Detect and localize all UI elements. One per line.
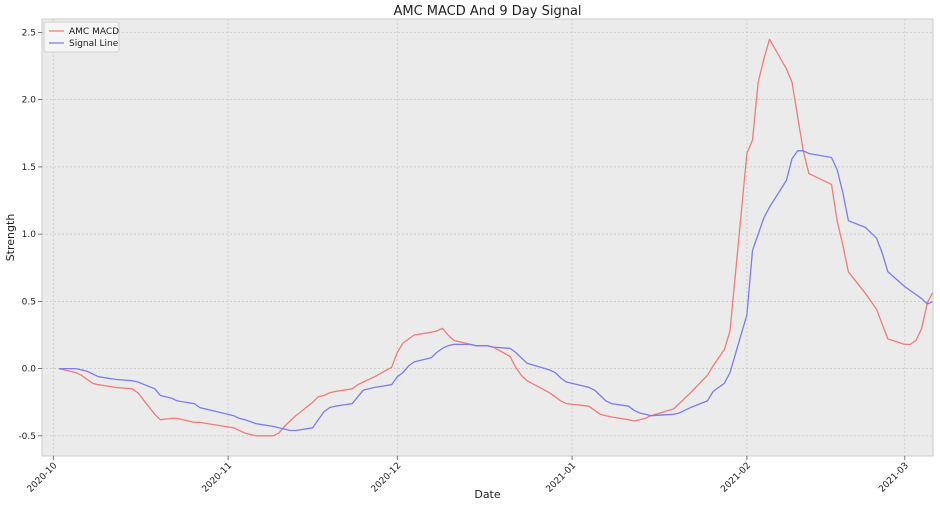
x-tick-label: 2020-11 [201,461,235,495]
series-line-amc-macd [58,38,934,437]
x-tick-label: 2021-02 [719,461,753,495]
y-tick-label: -0.5 [18,432,36,442]
x-axis-ticks: 2020-10 2020-11 2020-12 2021-01 2021-02 2021-… [26,456,911,495]
x-tick-label: 2021-01 [545,461,579,495]
y-tick-label: 0.5 [22,297,36,307]
plot-frame [41,18,934,457]
x-tick-label: 2020-12 [370,461,404,495]
legend-box [43,21,120,53]
y-tick-label: 1.0 [22,230,37,240]
y-tick-label: 1.5 [22,163,36,173]
series-line-signal-line [58,150,934,432]
chart-title: AMC MACD And 9 Day Signal [393,4,581,19]
legend-label-amc-macd: AMC MACD [69,27,119,37]
legend-label-signal-line: Signal Line [69,39,119,49]
y-tick-label: 2.0 [22,96,37,106]
y-tick-label: 0.0 [22,365,37,375]
chart-legend: AMC MACD Signal Line [43,21,120,53]
series-lines [58,38,934,437]
y-tick-label: 2.5 [22,28,36,38]
x-axis-label: Date [474,488,501,501]
x-tick-label: 2020-10 [26,461,60,495]
y-axis-ticks: -0.5 0.0 0.5 1.0 1.5 2.0 2.5 [18,28,42,442]
plot-area [42,19,933,456]
grid-lines [42,19,933,456]
x-tick-label: 2021-03 [877,461,911,495]
y-axis-label: Strength [4,214,17,262]
